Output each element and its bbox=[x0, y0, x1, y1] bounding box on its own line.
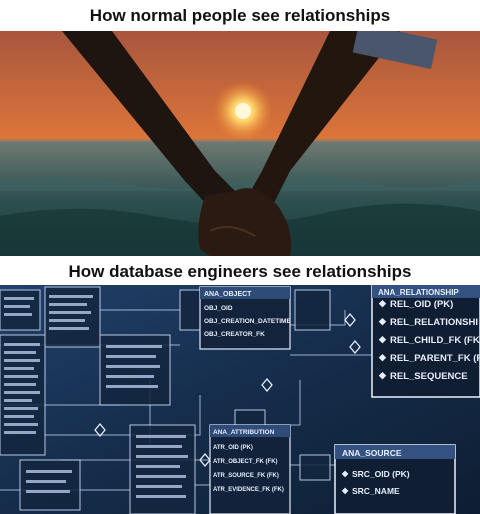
sunset-scene bbox=[0, 31, 480, 256]
holding-hands-photo bbox=[0, 31, 480, 256]
relationship-field-2: REL_RELATIONSHI bbox=[390, 317, 478, 328]
svg-text:◆: ◆ bbox=[341, 486, 349, 495]
top-caption: How normal people see relationships bbox=[89, 6, 391, 25]
source-table-header: ANA_SOURCE bbox=[342, 448, 402, 458]
attribution-field-2: ATR_OBJECT_FK (FK) bbox=[213, 459, 278, 465]
relationship-table: ANA_RELATIONSHIP ◆ REL_OID (PK) ◆ REL_RE… bbox=[371, 285, 480, 398]
svg-text:◆: ◆ bbox=[378, 316, 387, 326]
attribution-field-4: ATR_EVIDENCE_FK (FK) bbox=[213, 487, 284, 493]
svg-text:◆: ◆ bbox=[378, 298, 387, 308]
relationship-field-1: REL_OID (PK) bbox=[390, 299, 453, 310]
object-field-1: OBJ_OID bbox=[204, 305, 233, 312]
background-field-rows bbox=[4, 295, 188, 498]
schema-diagram: ANA_OBJECT OBJ_OID OBJ_CREATION_DATETIME… bbox=[0, 285, 480, 514]
source-table: ANA_SOURCE ◆ SRC_OID (PK) ◆ SRC_NAME bbox=[334, 444, 456, 514]
connector-diamonds bbox=[94, 312, 361, 468]
attribution-table: ANA_ATTRIBUTION ATR_OID (PK) ATR_OBJECT_… bbox=[209, 424, 291, 514]
svg-text:◆: ◆ bbox=[378, 334, 387, 344]
database-schema-photo: ANA_OBJECT OBJ_OID OBJ_CREATION_DATETIME… bbox=[0, 285, 480, 514]
relationship-field-4: REL_PARENT_FK (F bbox=[390, 353, 480, 364]
svg-text:◆: ◆ bbox=[341, 469, 349, 478]
svg-text:◆: ◆ bbox=[378, 352, 387, 362]
right-arm bbox=[245, 31, 400, 211]
object-field-3: OBJ_CREATOR_FK bbox=[204, 331, 265, 338]
bottom-caption: How database engineers see relationships bbox=[68, 262, 412, 281]
object-table: ANA_OBJECT OBJ_OID OBJ_CREATION_DATETIME… bbox=[199, 286, 291, 350]
attribution-field-3: ATR_SOURCE_FK (FK) bbox=[213, 473, 279, 479]
attribution-table-header: ANA_ATTRIBUTION bbox=[213, 429, 275, 436]
object-field-2: OBJ_CREATION_DATETIME bbox=[204, 318, 291, 325]
object-table-header: ANA_OBJECT bbox=[204, 291, 252, 298]
relationship-field-5: REL_SEQUENCE bbox=[390, 371, 468, 382]
left-arm bbox=[62, 31, 250, 221]
attribution-field-1: ATR_OID (PK) bbox=[213, 445, 253, 451]
relationship-table-header: ANA_RELATIONSHIP bbox=[378, 288, 459, 297]
source-field-2: SRC_NAME bbox=[352, 486, 400, 496]
svg-text:◆: ◆ bbox=[378, 370, 387, 380]
clasped-hands bbox=[198, 188, 292, 256]
relationship-field-3: REL_CHILD_FK (FK bbox=[390, 335, 480, 346]
source-field-1: SRC_OID (PK) bbox=[352, 469, 410, 479]
